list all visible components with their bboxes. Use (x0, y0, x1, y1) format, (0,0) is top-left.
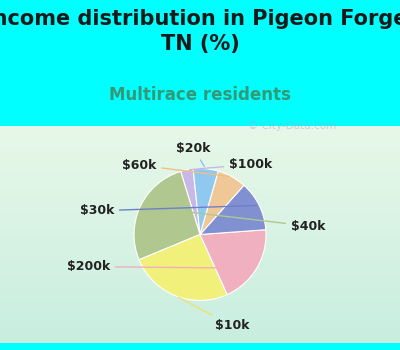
Text: Multirace residents: Multirace residents (109, 86, 291, 104)
Text: $100k: $100k (190, 158, 272, 171)
Wedge shape (193, 168, 218, 234)
Wedge shape (200, 185, 266, 234)
Text: $10k: $10k (178, 297, 249, 332)
Text: $30k: $30k (80, 204, 256, 217)
Wedge shape (181, 169, 200, 234)
Wedge shape (200, 171, 244, 235)
Text: © City-Data.com: © City-Data.com (248, 121, 336, 131)
Wedge shape (134, 172, 200, 260)
Text: $20k: $20k (176, 142, 210, 166)
Text: $40k: $40k (143, 207, 326, 232)
Wedge shape (200, 230, 266, 295)
Text: $60k: $60k (122, 159, 229, 176)
Wedge shape (139, 234, 227, 300)
Text: Income distribution in Pigeon Forge,
TN (%): Income distribution in Pigeon Forge, TN … (0, 9, 400, 54)
Text: $200k: $200k (67, 260, 254, 273)
